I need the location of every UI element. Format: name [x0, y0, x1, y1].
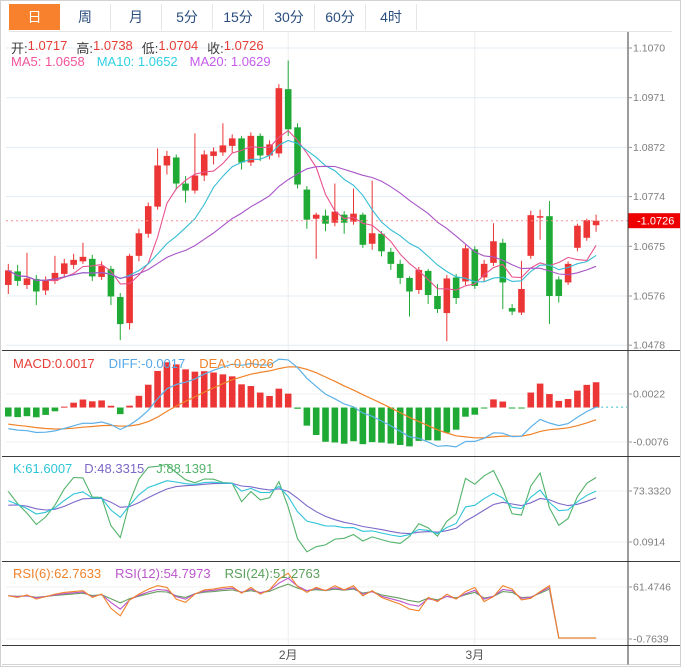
tab-month[interactable]: 月 [111, 4, 162, 30]
rsi12-line [8, 577, 597, 639]
tab-60min[interactable]: 60分 [315, 4, 366, 30]
macd-histogram [5, 362, 600, 447]
x-axis-month-label: 2月 [279, 648, 298, 662]
tab-4hour[interactable]: 4时 [366, 4, 417, 30]
ma20-line [8, 165, 597, 281]
price-axis-label: 1.0971 [633, 92, 665, 104]
diff-line [8, 358, 597, 448]
x-axis-month-label: 3月 [465, 648, 484, 662]
kdj-axis-label: 0.0914 [633, 537, 665, 549]
macd-axis-label: -0.0076 [633, 437, 669, 449]
candlestick-series [5, 60, 600, 342]
j-line [7, 463, 597, 553]
current-price-tag: -1.0726 [628, 213, 680, 229]
tab-day[interactable]: 日 [9, 4, 60, 30]
rsi-axis-label: 61.4746 [633, 582, 671, 594]
tab-5min[interactable]: 5分 [162, 4, 213, 30]
price-axis-label: 1.0774 [633, 191, 665, 203]
macd-axis-label: 0.0022 [633, 389, 665, 401]
price-axis-label: 1.0872 [633, 142, 665, 154]
period-tabbar: 日周月 5分 15分 30分 60分 4时 [9, 4, 672, 32]
rsi6-line [8, 572, 597, 639]
price-axis-label: 1.0675 [633, 241, 665, 253]
rsi24-line [8, 583, 597, 639]
d-line [8, 482, 597, 535]
panel-borders [2, 32, 680, 665]
ma10-line [8, 139, 597, 283]
y-axis-labels: 1.1070 1.0971 1.0872 1.0774 1.0675 1.0576 1.04… [628, 43, 671, 646]
rsi-axis-label: -0.7639 [633, 634, 669, 646]
current-price-tag-label: -1.0726 [637, 216, 674, 228]
tab-15min[interactable]: 15分 [213, 4, 264, 30]
price-axis-label: 1.1070 [633, 43, 665, 55]
k-line [8, 480, 597, 538]
tab-30min[interactable]: 30分 [264, 4, 315, 30]
tab-week[interactable]: 周 [60, 4, 111, 30]
ma5-line [8, 129, 597, 291]
dea-line [8, 366, 597, 439]
gridlines [6, 32, 628, 645]
price-axis-label: 1.0478 [633, 340, 665, 352]
kdj-axis-label: 73.3320 [633, 486, 671, 498]
price-axis-label: 1.0576 [633, 290, 665, 302]
